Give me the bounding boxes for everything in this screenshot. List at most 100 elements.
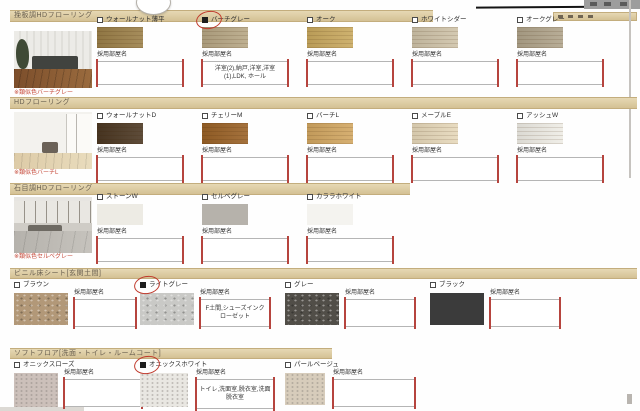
- option-label: バーチL: [316, 112, 340, 119]
- color-swatch: [517, 123, 563, 144]
- option-checkbox[interactable]: [97, 17, 103, 23]
- option-checkbox[interactable]: [97, 194, 103, 200]
- option-checkbox[interactable]: [412, 17, 418, 23]
- room-name-field[interactable]: [201, 236, 289, 264]
- room-name-field[interactable]: [516, 59, 604, 87]
- option-checkbox[interactable]: [430, 282, 436, 288]
- room-name-label: 採用部屋名: [200, 290, 231, 296]
- photo-plant: [16, 39, 29, 69]
- room-name-field[interactable]: [201, 155, 289, 183]
- option-checkbox[interactable]: [97, 113, 103, 119]
- option-checkbox[interactable]: [307, 17, 313, 23]
- room-names-value: F土間,シューズインクローゼット: [205, 306, 265, 320]
- room-name-field[interactable]: [306, 155, 394, 183]
- room-name-field[interactable]: F土間,シューズインクローゼット: [199, 297, 271, 329]
- color-swatch: [140, 293, 194, 325]
- page-edge-mark: [627, 394, 632, 404]
- room-name-field[interactable]: [332, 377, 416, 409]
- option-label: オニックスローズ: [23, 361, 75, 368]
- room-name-field[interactable]: [73, 297, 137, 329]
- option-checkbox[interactable]: [202, 17, 208, 23]
- option-gray: グレー 採用部屋名: [285, 281, 416, 329]
- room-name-label: 採用部屋名: [517, 148, 548, 154]
- option-label: チェリーM: [211, 112, 243, 119]
- option-checkbox[interactable]: [517, 17, 523, 23]
- color-swatch: [202, 27, 248, 48]
- photo-stone-floor: [14, 231, 92, 253]
- option-white-cedar: ホワイトシダー 採用部屋名: [411, 16, 499, 87]
- option-oak-gray: オークグレー 採用部屋名: [516, 16, 604, 87]
- color-swatch: [307, 123, 353, 144]
- option-label: ホワイトシダー: [421, 16, 467, 23]
- option-label: オーク: [316, 16, 336, 23]
- section-header-stone-hd-flooring: 石目調HDフローリング: [10, 183, 410, 195]
- option-checkbox[interactable]: [307, 113, 313, 119]
- room-names-value: トイレ,洗面室,脱衣室,洗面脱衣室: [199, 387, 271, 401]
- option-label: ブラウン: [23, 281, 49, 288]
- room-name-field[interactable]: [306, 59, 394, 87]
- option-checkbox[interactable]: [517, 113, 523, 119]
- option-light-gray: ライトグレー 採用部屋名 F土間,シューズインクローゼット: [132, 273, 271, 329]
- room-name-field[interactable]: [96, 59, 184, 87]
- room-name-field[interactable]: [63, 377, 143, 409]
- option-label: ウォールナット薄平: [106, 16, 165, 23]
- section-header-soft-floor: ソフトフロア[洗面・トイレ・ルームコート]: [10, 348, 332, 359]
- room-name-field[interactable]: [411, 59, 499, 87]
- section-title: 石目調HDフローリング: [14, 185, 93, 192]
- option-checkbox[interactable]: [14, 282, 20, 288]
- option-walnut-usuhira: ウォールナット薄平 採用部屋名: [96, 16, 184, 87]
- option-label: セルベグレー: [211, 193, 250, 200]
- option-checkbox[interactable]: [307, 194, 313, 200]
- room-name-field[interactable]: [516, 155, 604, 183]
- option-checkbox[interactable]: [285, 282, 291, 288]
- color-swatch: [202, 123, 248, 144]
- option-checkbox[interactable]: [202, 194, 208, 200]
- section-header-hikiita-hd-flooring: 挽板調HDフローリング: [10, 10, 433, 22]
- option-checkbox[interactable]: [140, 362, 146, 368]
- color-swatch: [285, 293, 339, 325]
- photo-sofa: [28, 225, 62, 235]
- photo-window-band: [14, 201, 92, 223]
- color-swatch: [14, 373, 58, 407]
- room-name-label: 採用部屋名: [307, 229, 338, 235]
- room-name-label: 採用部屋名: [97, 52, 128, 58]
- color-swatch: [517, 27, 563, 48]
- color-swatch: [202, 204, 248, 225]
- section-header-vinyl-sheet: ビニル床シート[玄関土間]: [10, 268, 637, 279]
- option-checkbox[interactable]: [202, 113, 208, 119]
- photo-stone-living-room: [14, 197, 92, 253]
- photo-chair: [42, 142, 58, 153]
- room-name-field[interactable]: [411, 155, 499, 183]
- room-name-label: 採用部屋名: [345, 290, 376, 296]
- photo-caption: ※類似色セルベグレー: [14, 254, 74, 260]
- photo-wood-floor: [14, 69, 92, 88]
- room-name-label: 採用部屋名: [64, 370, 95, 376]
- option-cherry-m: チェリーM 採用部屋名: [201, 112, 289, 183]
- room-name-label: 採用部屋名: [202, 148, 233, 154]
- photo-floor-joints: [14, 231, 92, 253]
- section-title: ビニル床シート[玄関土間]: [14, 270, 102, 277]
- option-label: ストーンW: [106, 193, 138, 200]
- room-name-field[interactable]: [344, 297, 416, 329]
- room-name-field[interactable]: [489, 297, 561, 329]
- option-brown: ブラウン 採用部屋名: [14, 281, 140, 329]
- option-label: メープルE: [421, 112, 451, 119]
- option-checkbox[interactable]: [140, 282, 146, 288]
- option-onyx-white: オニックスホワイト 採用部屋名 トイレ,洗面室,脱衣室,洗面脱衣室: [132, 353, 275, 411]
- option-checkbox[interactable]: [412, 113, 418, 119]
- option-checkbox[interactable]: [14, 362, 20, 368]
- room-name-field[interactable]: [96, 155, 184, 183]
- photo-caption: ※類似色バーチL: [14, 170, 59, 176]
- room-name-field[interactable]: [306, 236, 394, 264]
- option-label: アッシュW: [526, 112, 559, 119]
- photo-window: [66, 114, 92, 158]
- color-swatch: [140, 373, 188, 407]
- option-checkbox[interactable]: [285, 362, 291, 368]
- room-name-field[interactable]: [96, 236, 184, 264]
- color-swatch: [97, 27, 143, 48]
- room-name-field[interactable]: トイレ,洗面室,脱衣室,洗面脱衣室: [195, 377, 275, 411]
- color-swatch: [412, 123, 458, 144]
- room-name-field[interactable]: 洋室(2),納戸,洋室,洋室(1),LDK, ホール: [201, 59, 289, 87]
- option-label: ライトグレー: [149, 281, 188, 288]
